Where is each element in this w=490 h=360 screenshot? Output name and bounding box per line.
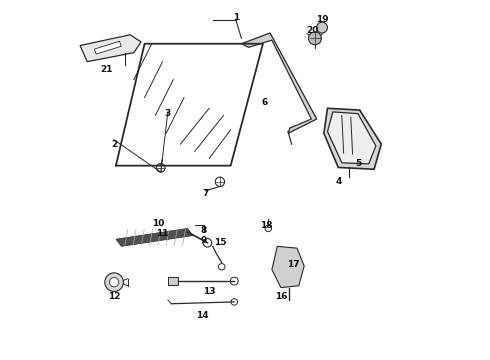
Polygon shape — [324, 108, 381, 169]
Circle shape — [105, 273, 123, 292]
Text: 7: 7 — [202, 189, 209, 198]
Polygon shape — [272, 246, 304, 288]
Text: 18: 18 — [260, 221, 272, 230]
Circle shape — [309, 32, 321, 45]
Text: 4: 4 — [336, 176, 342, 185]
Text: 1: 1 — [233, 13, 239, 22]
Text: 2: 2 — [111, 140, 117, 149]
Circle shape — [109, 278, 119, 287]
Circle shape — [230, 277, 238, 285]
Text: 3: 3 — [165, 109, 171, 118]
Circle shape — [203, 238, 212, 247]
Text: 10: 10 — [152, 219, 165, 228]
Polygon shape — [80, 35, 141, 62]
Circle shape — [215, 177, 224, 186]
Text: 13: 13 — [203, 287, 216, 296]
Text: 6: 6 — [262, 98, 268, 107]
Polygon shape — [242, 33, 317, 134]
Text: 12: 12 — [108, 292, 121, 301]
Text: 11: 11 — [155, 229, 168, 238]
Text: 17: 17 — [287, 260, 300, 269]
Text: 20: 20 — [306, 26, 318, 35]
Text: 14: 14 — [196, 311, 208, 320]
Circle shape — [265, 225, 271, 231]
Circle shape — [156, 163, 165, 172]
Bar — [168, 277, 178, 285]
Circle shape — [317, 22, 327, 33]
Text: 8: 8 — [200, 226, 207, 235]
Polygon shape — [327, 112, 376, 164]
Text: 19: 19 — [316, 15, 328, 24]
Polygon shape — [116, 228, 193, 246]
Text: 16: 16 — [274, 292, 287, 301]
Text: 5: 5 — [355, 159, 361, 168]
Text: 15: 15 — [214, 238, 227, 247]
Circle shape — [231, 299, 238, 305]
Text: 9: 9 — [200, 237, 207, 246]
Text: 21: 21 — [100, 65, 113, 74]
Circle shape — [219, 264, 225, 270]
Polygon shape — [95, 41, 122, 54]
